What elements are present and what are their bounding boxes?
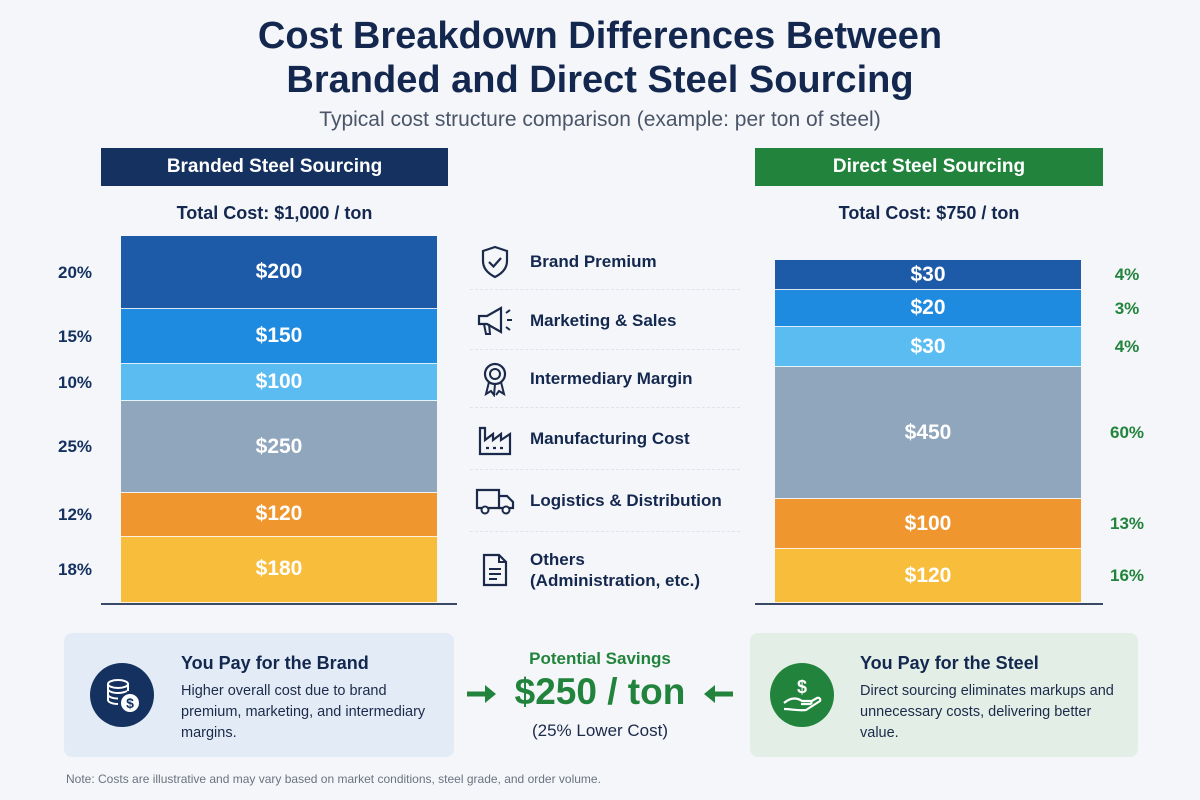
legend-label: Brand Premium (530, 252, 657, 271)
legend-label-line1: Others (530, 550, 585, 569)
svg-text:$: $ (797, 677, 807, 697)
page-subtitle: Typical cost structure comparison (examp… (319, 108, 881, 131)
savings-label: Potential Savings (529, 649, 671, 668)
card-description: Direct sourcing eliminates markups and u… (860, 683, 1114, 741)
branded-bar-others: $180 (121, 536, 437, 603)
direct-bar-others: $120 (775, 549, 1081, 603)
page-title: Cost Breakdown Differences Between Brand… (0, 14, 1200, 102)
card-title: You Pay for the Brand (181, 653, 369, 673)
direct-header: Direct Steel Sourcing (755, 148, 1103, 186)
direct-bar-brand-premium: $30 (775, 260, 1081, 290)
savings-note: (25% Lower Cost) (531, 721, 669, 740)
legend-row-logistics: Logistics & Distribution (470, 470, 740, 532)
legend-row-manufacturing: Manufacturing Cost (470, 408, 740, 470)
direct-bar-intermediary: $30 (775, 327, 1081, 367)
legend-label: Logistics & Distribution (530, 491, 722, 510)
branded-percent-manufacturing: 25% (57, 437, 93, 457)
direct-baseline (755, 603, 1103, 605)
legend-label: Manufacturing Cost (530, 429, 690, 448)
branded-percent-intermediary: 10% (57, 372, 93, 392)
direct-percent-others: 16% (1109, 566, 1145, 585)
direct-summary-card: $ You Pay for the Steel Direct sourcing … (750, 633, 1138, 757)
branded-bar-logistics: $120 (121, 492, 437, 537)
legend-row-others: Others (Administration, etc.) (470, 538, 740, 602)
branded-percent-marketing: 15% (57, 326, 93, 346)
title-text: Cost Breakdown Differences Between Brand… (257, 15, 943, 101)
branded-summary-card: $ You Pay for the Brand Higher overall c… (64, 633, 454, 757)
direct-percent-intermediary: 4% (1114, 337, 1140, 356)
svg-text:$: $ (126, 695, 134, 711)
legend-label-line2: (Administration, etc.) (530, 571, 701, 590)
direct-bar-marketing: $20 (775, 290, 1081, 327)
document-icon (470, 553, 520, 587)
branded-bar-manufacturing: $250 (121, 401, 437, 493)
arrow-left-icon (701, 682, 735, 711)
branded-total: Total Cost: $1,000 / ton (176, 203, 373, 223)
branded-bar-brand-premium: $200 (121, 236, 437, 310)
hand-dollar-icon: $ (770, 663, 834, 727)
branded-bar-marketing: $150 (121, 309, 437, 365)
arrow-right-icon (465, 682, 499, 711)
branded-bar-intermediary: $100 (121, 364, 437, 402)
direct-percent-logistics: 13% (1109, 514, 1145, 533)
legend-row-intermediary: Intermediary Margin (470, 350, 740, 408)
branded-percent-brand-premium: 20% (57, 262, 93, 282)
legend-row-marketing: Marketing & Sales (470, 292, 740, 350)
card-title: You Pay for the Steel (860, 653, 1039, 673)
coins-dollar-icon: $ (90, 663, 154, 727)
card-description: Higher overall cost due to brand premium… (181, 683, 426, 741)
direct-percent-marketing: 3% (1114, 298, 1140, 318)
shield-check-icon (470, 245, 520, 279)
footnote: Note: Costs are illustrative and may var… (66, 772, 601, 786)
branded-percent-logistics: 12% (57, 504, 93, 524)
legend-label: Others (Administration, etc.) (530, 549, 700, 591)
direct-total: Total Cost: $750 / ton (838, 203, 1020, 223)
branded-baseline (101, 603, 457, 605)
savings-value: $250 / ton (514, 671, 686, 712)
branded-percent-others: 18% (57, 559, 93, 579)
direct-percent-brand-premium: 4% (1114, 265, 1140, 284)
legend-row-brand-premium: Brand Premium (470, 234, 740, 290)
truck-icon (470, 486, 520, 516)
factory-icon (470, 422, 520, 456)
direct-percent-manufacturing: 60% (1109, 423, 1145, 442)
legend-label: Marketing & Sales (530, 311, 677, 330)
branded-header: Branded Steel Sourcing (101, 148, 448, 186)
direct-bar-logistics: $100 (775, 499, 1081, 549)
award-ribbon-icon (470, 361, 520, 397)
legend-label: Intermediary Margin (530, 369, 693, 388)
direct-bar-manufacturing: $450 (775, 367, 1081, 499)
megaphone-icon (470, 304, 520, 338)
